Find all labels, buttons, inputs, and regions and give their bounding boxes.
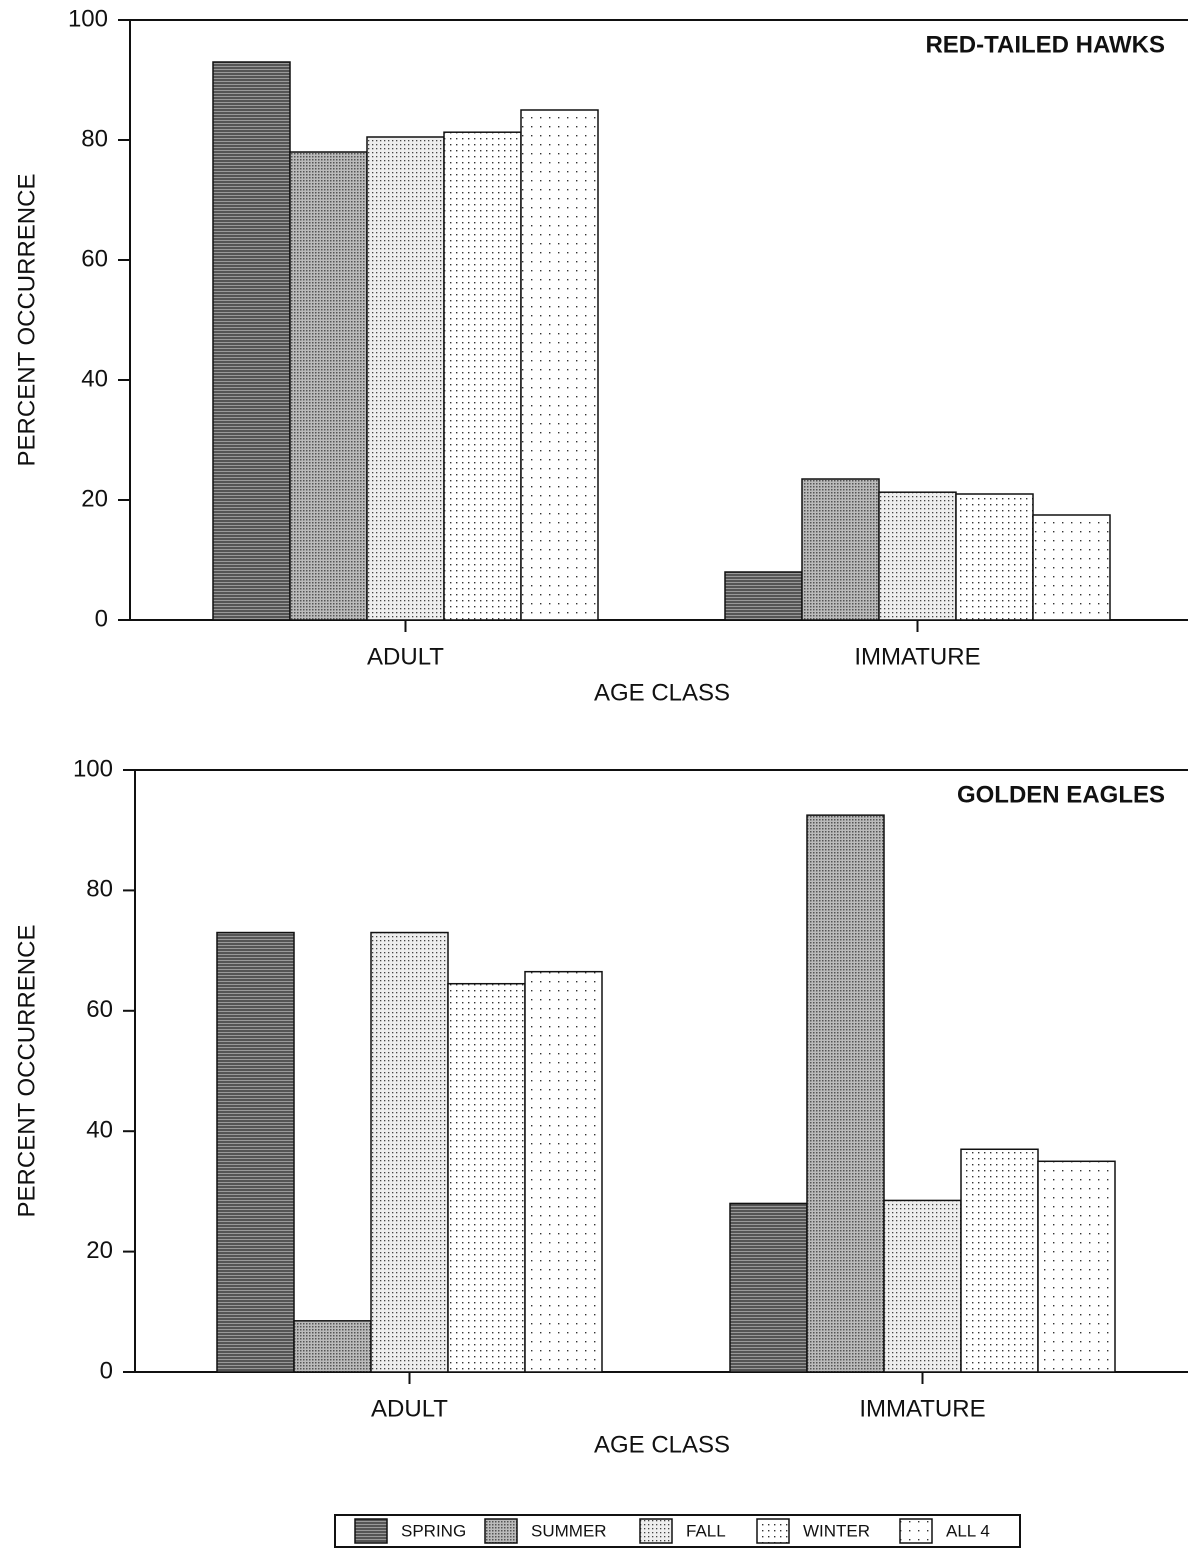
y-tick-label: 80: [81, 125, 108, 152]
chart-title: RED-TAILED HAWKS: [925, 31, 1165, 58]
bar-pattern: [524, 970, 603, 1373]
bar-pattern: [520, 109, 599, 621]
y-tick-label: 0: [100, 1357, 113, 1384]
bar-pattern: [806, 814, 885, 1373]
legend-label: WINTER: [803, 1521, 870, 1540]
legend-swatch-pattern: [639, 1518, 673, 1544]
y-tick-label: 100: [73, 755, 113, 782]
legend-label: FALL: [686, 1521, 726, 1540]
axis-frame: [129, 19, 1188, 621]
legend-label: ALL 4: [946, 1521, 990, 1540]
bar-pattern: [370, 931, 449, 1373]
bar-pattern: [1037, 1160, 1116, 1373]
legend-swatch-pattern: [354, 1518, 388, 1544]
y-axis-label: PERCENT OCCURRENCE: [13, 925, 40, 1218]
x-axis-label: AGE CLASS: [594, 1431, 730, 1458]
bar-pattern: [293, 1320, 372, 1373]
y-tick-label: 80: [86, 876, 113, 903]
y-tick-label: 20: [81, 485, 108, 512]
legend-label: SPRING: [401, 1521, 466, 1540]
x-tick-label: IMMATURE: [859, 1395, 985, 1422]
y-tick-label: 40: [86, 1117, 113, 1144]
bar-pattern: [801, 478, 880, 621]
bar-pattern: [447, 982, 526, 1373]
bar-pattern: [724, 571, 803, 621]
x-tick-label: ADULT: [371, 1395, 448, 1422]
bar-pattern: [729, 1202, 808, 1373]
y-tick-label: 0: [95, 605, 108, 632]
y-tick-label: 100: [68, 5, 108, 32]
bar-pattern: [883, 1199, 962, 1373]
bar-pattern: [955, 493, 1034, 621]
x-tick-label: ADULT: [367, 643, 444, 670]
bar-pattern: [212, 61, 291, 621]
x-tick-label: IMMATURE: [854, 643, 980, 670]
y-axis-label: PERCENT OCCURRENCE: [13, 174, 40, 467]
bar-pattern: [1032, 514, 1111, 621]
axis-frame: [134, 769, 1188, 1373]
y-tick-label: 60: [81, 245, 108, 272]
bar-pattern: [216, 931, 295, 1373]
legend-swatch-pattern: [899, 1518, 933, 1544]
x-axis-label: AGE CLASS: [594, 679, 730, 706]
legend-swatch-pattern: [484, 1518, 518, 1544]
bar-pattern: [960, 1148, 1039, 1373]
bar-pattern: [366, 136, 445, 621]
y-tick-label: 40: [81, 365, 108, 392]
legend-label: SUMMER: [531, 1521, 607, 1540]
y-tick-label: 60: [86, 996, 113, 1023]
bar-pattern: [289, 151, 368, 621]
chart-title: GOLDEN EAGLES: [957, 781, 1165, 808]
legend-swatch-pattern: [756, 1518, 790, 1544]
bar-pattern: [878, 491, 957, 621]
bar-pattern: [443, 131, 522, 621]
y-tick-label: 20: [86, 1237, 113, 1264]
